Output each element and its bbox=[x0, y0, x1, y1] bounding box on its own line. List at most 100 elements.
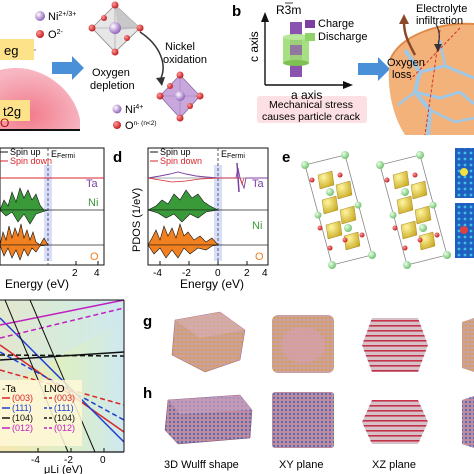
surface-line-104-solid bbox=[0, 351, 125, 361]
t2g-level-label: t2g bbox=[3, 104, 21, 119]
panel-f bbox=[0, 299, 125, 453]
caption-xz: XZ plane bbox=[372, 459, 416, 471]
panel-d-ylabel: PDOS (1/eV) bbox=[131, 188, 143, 252]
ni4-legend-icon bbox=[112, 104, 122, 114]
panel-d-label: d bbox=[113, 149, 122, 166]
stress-text-line2: causes particle crack bbox=[262, 111, 361, 123]
ni4-legend-label: Ni4+ bbox=[125, 104, 143, 116]
panel-d-xtick-m4: -4 bbox=[153, 268, 162, 279]
panel-f-xtick-m4: -4 bbox=[31, 455, 40, 466]
on-legend-icon bbox=[113, 121, 121, 129]
stress-box bbox=[257, 96, 367, 123]
panel-d bbox=[147, 147, 269, 266]
nickel-oxidation-line2: oxidation bbox=[163, 54, 207, 66]
panel-d-fermi-band bbox=[214, 165, 222, 261]
panel-f-xlabel: μLi (eV) bbox=[44, 464, 83, 474]
surface-line-012-dashed bbox=[0, 307, 125, 339]
stress-text-line1: Mechanical stress bbox=[269, 99, 353, 111]
h-particle-extra bbox=[462, 396, 474, 448]
caption-wulff: 3D Wulff shape bbox=[164, 459, 239, 471]
charge-legend-label: Charge bbox=[318, 18, 354, 30]
electrolyte-line2: infiltration bbox=[416, 15, 463, 27]
t2g-level-box bbox=[0, 100, 30, 121]
oxygen-depletion-line1: Oxygen bbox=[92, 67, 130, 79]
panel-b-label: b bbox=[232, 3, 241, 20]
h-particle-xy bbox=[272, 392, 334, 448]
crystal-structure-1 bbox=[301, 151, 376, 269]
nickel-oxidation-line1: Nickel bbox=[165, 41, 195, 53]
oxygen-loss-line2: loss bbox=[392, 69, 412, 81]
oxygen-loss-arrow bbox=[402, 21, 417, 56]
surface-line-012-solid bbox=[0, 299, 125, 326]
panel-g bbox=[171, 311, 474, 373]
on-legend-label: On- (n<2) bbox=[125, 120, 157, 132]
panel-d-xtick-m2: -2 bbox=[182, 268, 191, 279]
panel-f-legend-box bbox=[0, 380, 82, 446]
panel-d-efermi: EFermi bbox=[221, 149, 245, 160]
ni-legend-label: Ni2+/3+ bbox=[48, 11, 76, 23]
g-particle-extra bbox=[462, 318, 474, 372]
panel-e-label: e bbox=[282, 149, 290, 166]
panel-d-xlabel: Energy (eV) bbox=[180, 277, 244, 291]
panel-c-xtick-2: 2 bbox=[72, 268, 78, 279]
o-legend-icon bbox=[36, 30, 44, 38]
panel-d-spin-down: Spin down bbox=[160, 156, 202, 166]
panel-f-legend-left-012: (012) bbox=[12, 423, 33, 433]
panel-c-spin-up: Spin up bbox=[10, 147, 41, 157]
octahedron-ni23 bbox=[88, 1, 144, 56]
panel-f-legend-right-104: (104) bbox=[54, 413, 75, 423]
panel-c-ta-label: Ta bbox=[86, 178, 99, 190]
space-group-label: R3m bbox=[276, 3, 301, 17]
oxygen-depletion-line2: depletion bbox=[90, 80, 135, 92]
panel-f-legend-left-111: (111) bbox=[12, 403, 32, 413]
panel-d-o-label: O bbox=[255, 251, 264, 263]
caption-xy: XY plane bbox=[279, 459, 323, 471]
panel-d-spin-up: Spin up bbox=[160, 147, 191, 157]
curved-arrow-oxidation bbox=[139, 31, 164, 81]
panel-e bbox=[301, 148, 474, 269]
c-axis-label: c axis bbox=[247, 31, 261, 62]
discharge-legend-swatch bbox=[305, 33, 315, 41]
panel-d-ni-dos bbox=[147, 189, 268, 211]
panel-f-legend-left-104: (104) bbox=[12, 413, 33, 423]
process-arrow-b bbox=[358, 57, 390, 81]
discharge-legend-label: Discharge bbox=[318, 31, 368, 43]
panel-f-legend-right-012: (012) bbox=[54, 423, 75, 433]
panel-f-legend-title-right: LNO bbox=[44, 384, 65, 395]
panel-c-xlabel: Energy (eV) bbox=[5, 277, 69, 291]
octahedron-ni4 bbox=[156, 71, 204, 122]
crystal-structure-2 bbox=[376, 151, 451, 269]
panel-d-xtick-2: 2 bbox=[244, 268, 250, 279]
o-band-label: O bbox=[0, 116, 9, 130]
panel-c-xtick-4: 4 bbox=[94, 268, 100, 279]
panel-d-xtick-4: 4 bbox=[262, 268, 268, 279]
eg-level-label: eg bbox=[4, 43, 18, 58]
panel-g-label: g bbox=[143, 313, 152, 330]
panel-c-ni-label: Ni bbox=[88, 197, 98, 209]
panel-f-xtick-m2: -2 bbox=[64, 455, 73, 466]
ni-legend-icon bbox=[35, 11, 45, 21]
panel-d-xtick-0: 0 bbox=[215, 268, 221, 279]
panel-d-frame bbox=[147, 147, 269, 266]
panel-d-ta-dos bbox=[147, 167, 268, 190]
panel-c-fermi-band bbox=[44, 165, 52, 261]
panel-f-legend-title-left: -Ta bbox=[2, 384, 16, 395]
panel-f-legend-right-111: (111) bbox=[54, 403, 74, 413]
a-axis-label: a axis bbox=[291, 88, 322, 102]
boundary-line-2 bbox=[29, 299, 96, 453]
lattice-cylinder bbox=[283, 22, 309, 77]
panel-f-legend-left-003: (003) bbox=[12, 393, 33, 403]
panel-d-ni-label: Ni bbox=[252, 220, 262, 232]
panel-d-ta-label: Ta bbox=[252, 178, 265, 190]
oxygen-loss-line1: Oxygen bbox=[387, 57, 425, 69]
panel-c bbox=[0, 147, 105, 266]
panel-a bbox=[0, 1, 204, 131]
process-arrow-a bbox=[52, 56, 84, 80]
panel-c-o-dos bbox=[0, 223, 104, 246]
panel-c-spin-down: Spin down bbox=[10, 156, 52, 166]
panel-c-o-label: O bbox=[90, 251, 99, 263]
electrolyte-line1: Electrolyte bbox=[416, 3, 467, 15]
charge-legend-swatch bbox=[305, 20, 315, 28]
panel-b bbox=[257, 12, 474, 136]
